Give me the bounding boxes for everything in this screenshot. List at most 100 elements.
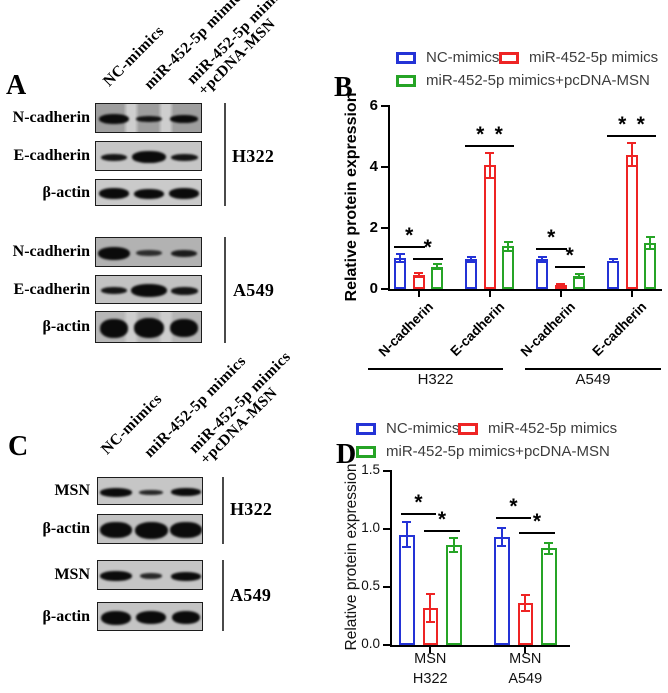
y-axis-label: Relative protein expression bbox=[343, 463, 360, 651]
error-bar-cap bbox=[537, 256, 547, 259]
bar bbox=[625, 154, 638, 289]
y-tick-label: 1.0 bbox=[361, 519, 380, 535]
legend-label: NC-mimics bbox=[386, 420, 460, 437]
legend-swatch bbox=[499, 52, 519, 64]
bar bbox=[483, 165, 496, 289]
cell-line-label: A549 bbox=[233, 280, 275, 300]
blot-band bbox=[171, 249, 197, 257]
blot-band bbox=[100, 571, 132, 581]
blot-band bbox=[132, 151, 166, 163]
blot-band bbox=[131, 284, 167, 297]
significance-line bbox=[483, 145, 514, 148]
error-bar bbox=[399, 253, 401, 262]
legend-label: miR-452-5p mimics+pcDNA-MSN bbox=[386, 443, 610, 460]
blot-band bbox=[140, 573, 162, 579]
error-bar-cap bbox=[395, 252, 405, 255]
blot-band bbox=[136, 250, 162, 256]
error-bar bbox=[649, 236, 651, 249]
bar bbox=[446, 544, 462, 645]
cell-line-group-label: A549 bbox=[575, 371, 611, 388]
blot-band bbox=[170, 522, 202, 538]
error-bar-cap bbox=[503, 249, 513, 252]
blot-row-label: β-actin bbox=[42, 318, 90, 335]
blot-band bbox=[169, 188, 199, 199]
significance-star: * bbox=[532, 510, 542, 534]
y-tick-mark bbox=[381, 166, 388, 168]
y-axis-line bbox=[389, 469, 392, 647]
blot-band bbox=[134, 188, 164, 199]
blot-row-label: E-cadherin bbox=[13, 147, 90, 164]
blot-band bbox=[170, 153, 198, 161]
blot-row-label: E-cadherin bbox=[13, 280, 90, 298]
significance-star: * bbox=[405, 223, 414, 247]
blot-row-label: β-actin bbox=[42, 607, 90, 625]
blot-box bbox=[95, 179, 202, 206]
significance-line bbox=[625, 134, 656, 137]
error-bar-cap bbox=[402, 520, 412, 523]
bar bbox=[541, 548, 557, 645]
significance-star: * bbox=[437, 508, 447, 532]
x-tick-mark bbox=[559, 291, 562, 298]
y-axis-line bbox=[387, 105, 390, 291]
significance-star: * bbox=[636, 112, 645, 136]
error-bar-cap bbox=[645, 247, 655, 250]
lane-label: miR-452-5p mimics +pcDNA-MSN bbox=[183, 0, 293, 99]
error-bar-cap bbox=[425, 592, 435, 595]
category-label: N-cadherin bbox=[375, 299, 437, 360]
significance-star: * bbox=[423, 235, 432, 259]
blot-band bbox=[99, 114, 129, 124]
error-bar-cap bbox=[432, 268, 442, 271]
blot-box bbox=[95, 237, 202, 267]
legend-swatch bbox=[396, 52, 416, 64]
significance-line bbox=[495, 517, 532, 520]
blot-band bbox=[100, 522, 132, 538]
y-tick-label: 0.5 bbox=[361, 577, 380, 593]
blot-box bbox=[97, 602, 203, 631]
error-bar-cap bbox=[425, 620, 435, 623]
blot-band bbox=[171, 571, 201, 581]
blot-band bbox=[134, 318, 164, 338]
error-bar-cap bbox=[544, 553, 554, 556]
y-tick-mark bbox=[381, 288, 388, 290]
panel-b-letter: B bbox=[334, 72, 353, 103]
error-bar-cap bbox=[449, 550, 459, 553]
cell-line-label: H322 bbox=[230, 499, 273, 519]
legend-swatch bbox=[356, 423, 376, 435]
error-bar bbox=[470, 256, 472, 262]
panel-c-letter: C bbox=[8, 431, 29, 462]
y-tick-mark bbox=[381, 227, 388, 229]
blot-band bbox=[170, 319, 198, 337]
blot-row-label: MSN bbox=[54, 566, 90, 583]
y-tick-label: 6 bbox=[369, 97, 378, 114]
panel-a-letter: A bbox=[6, 70, 27, 101]
significance-line bbox=[519, 532, 555, 535]
blot-band bbox=[134, 521, 168, 539]
blot-band bbox=[170, 286, 198, 295]
legend-swatch bbox=[356, 446, 376, 458]
x-tick-mark bbox=[488, 291, 491, 298]
error-bar-cap bbox=[395, 260, 405, 263]
blot-box bbox=[97, 560, 203, 590]
x-tick-mark bbox=[417, 291, 420, 298]
significance-line bbox=[424, 530, 460, 533]
error-bar-cap bbox=[449, 537, 459, 539]
legend-label: miR-452-5p mimics bbox=[529, 49, 659, 66]
blot-band bbox=[136, 116, 162, 122]
blot-band bbox=[101, 287, 127, 294]
significance-star: * bbox=[547, 225, 556, 249]
error-bar-cap bbox=[645, 235, 655, 238]
blot-row-label: β-actin bbox=[42, 520, 90, 537]
error-bar-cap bbox=[627, 142, 636, 145]
cell-line-group-label: H322 bbox=[417, 371, 454, 388]
category-label: E-cadherin bbox=[589, 299, 650, 359]
legend-swatch bbox=[458, 423, 478, 435]
blot-band bbox=[170, 115, 198, 123]
significance-star: * bbox=[509, 495, 518, 519]
error-bar bbox=[429, 593, 432, 622]
blot-row-label: β-actin bbox=[42, 183, 90, 201]
cell-line-group-label: H322 bbox=[412, 671, 448, 687]
cell-line-bracket bbox=[222, 560, 224, 631]
blot-box bbox=[97, 514, 203, 544]
category-label: E-cadherin bbox=[447, 299, 508, 359]
